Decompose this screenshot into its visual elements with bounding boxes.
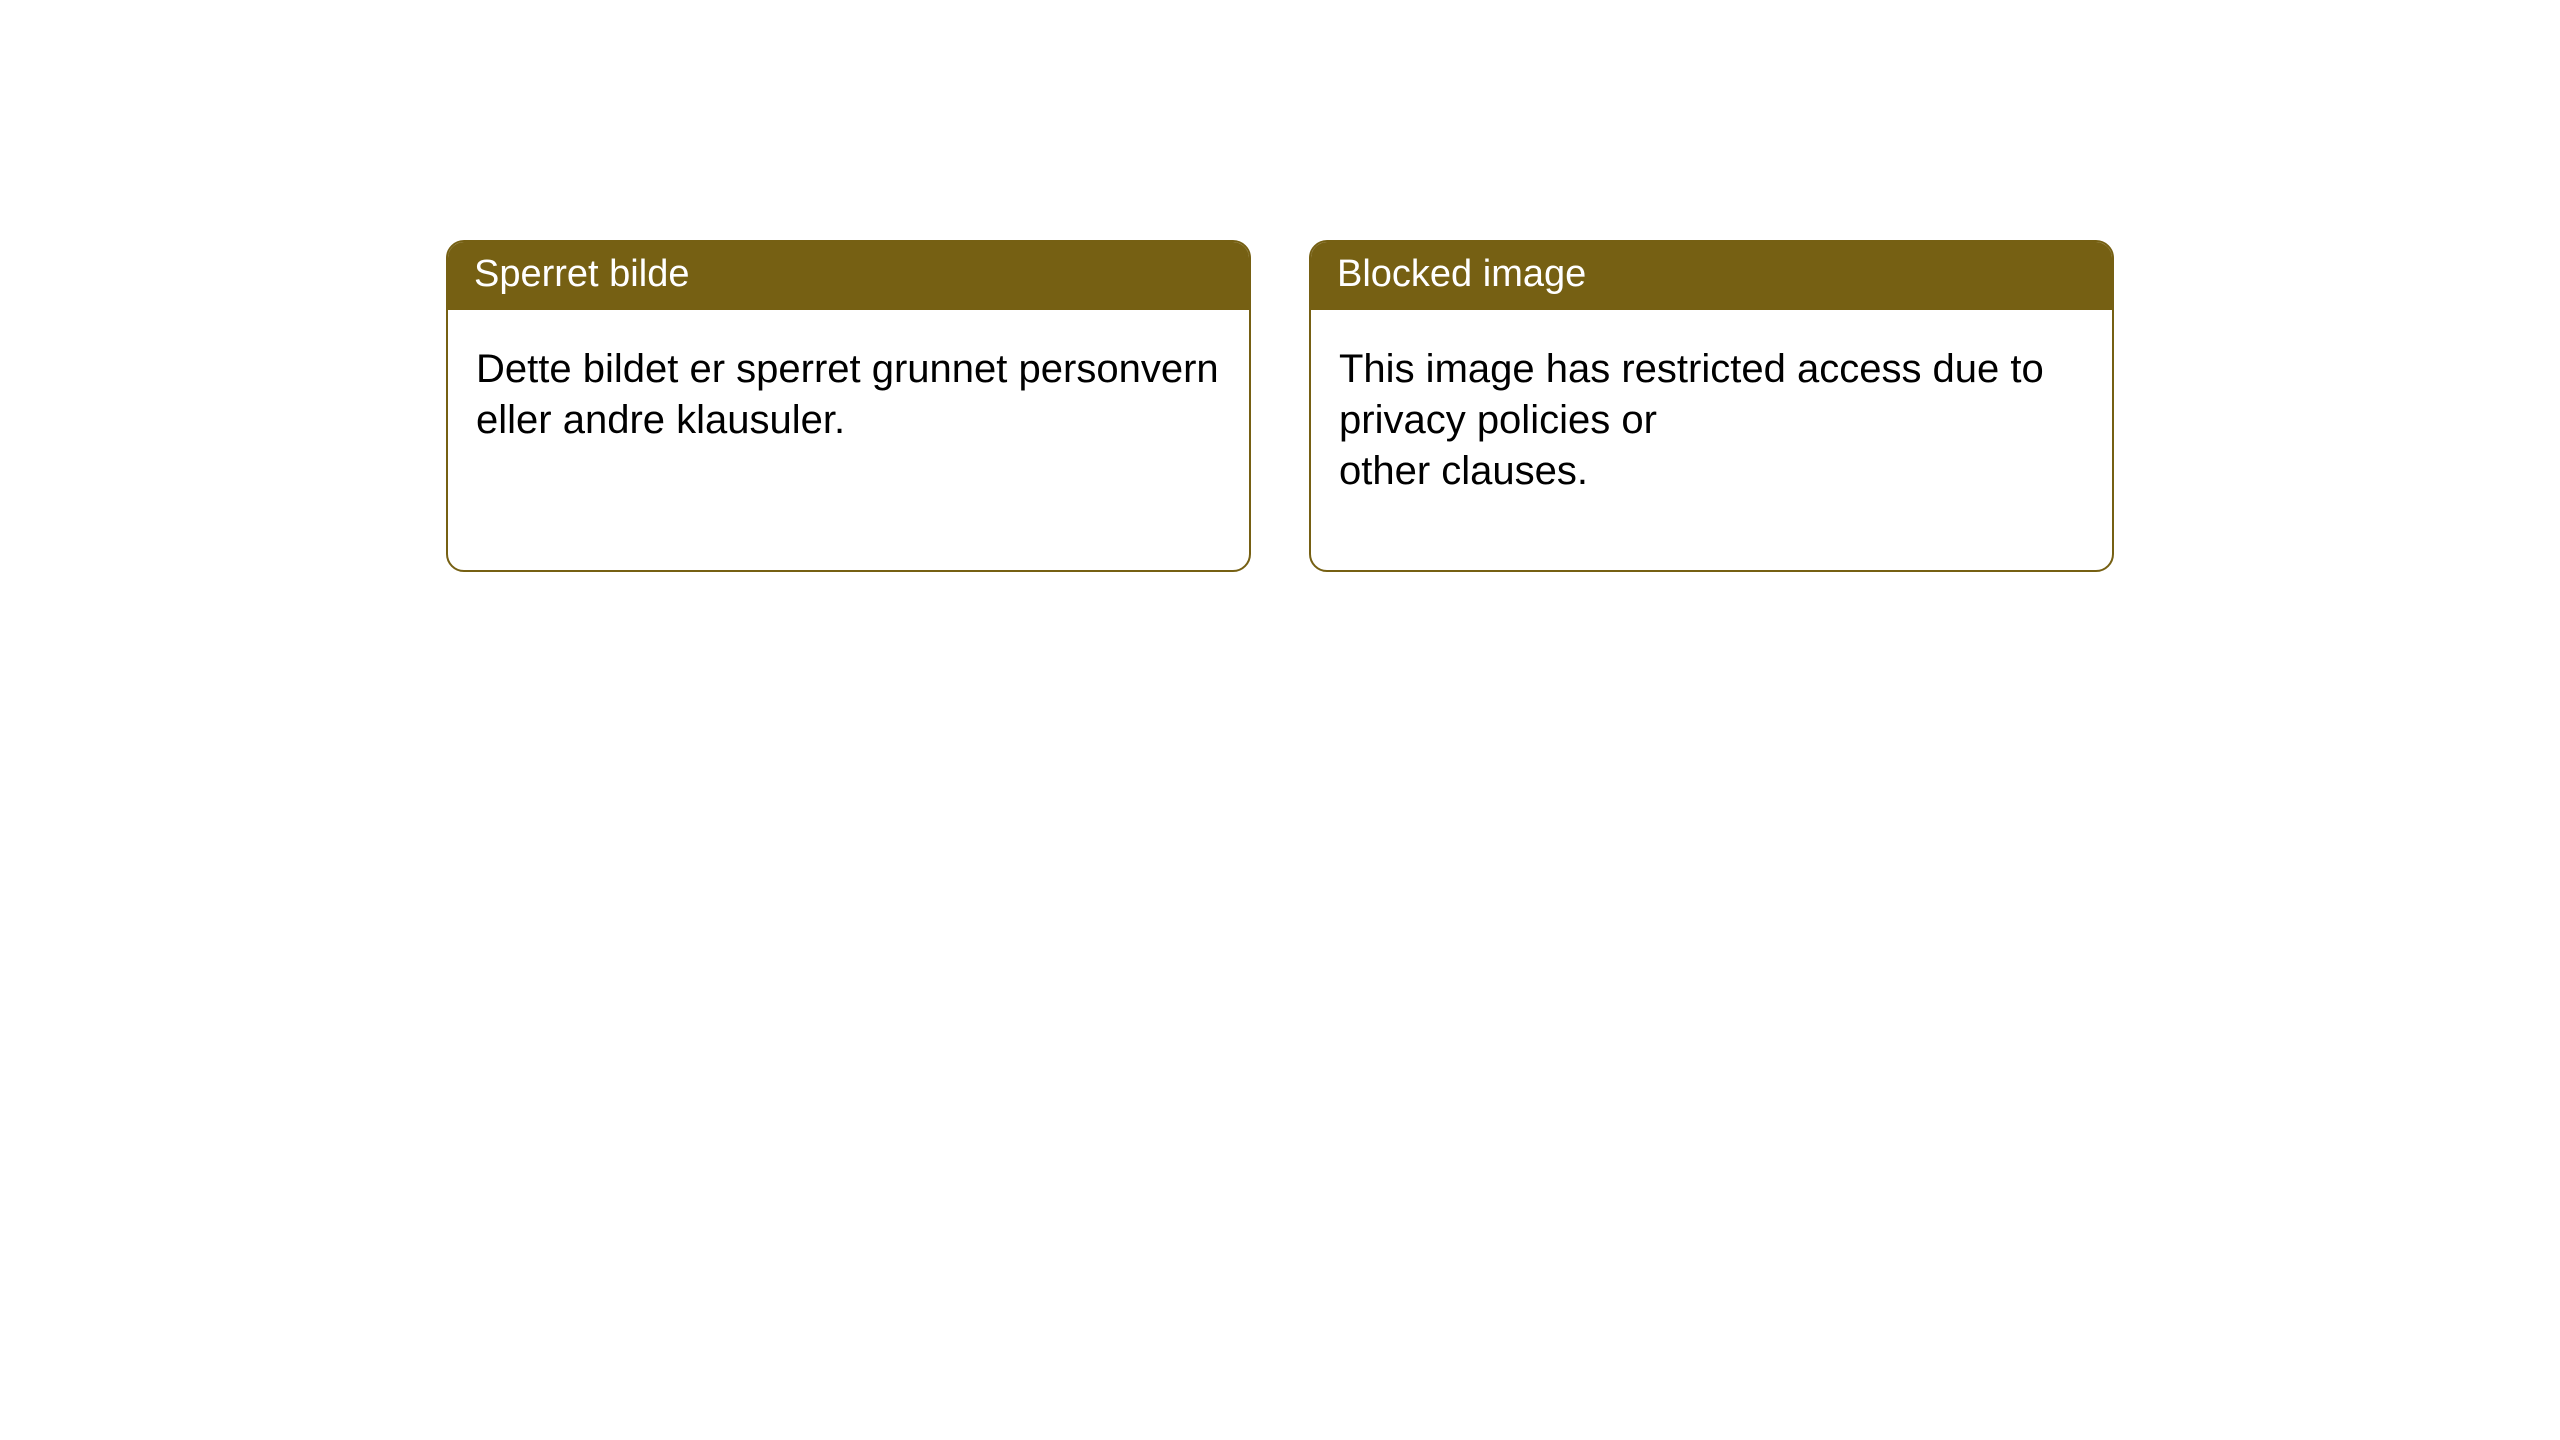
notice-card-english: Blocked image This image has restricted … — [1309, 240, 2114, 572]
notice-card-header: Blocked image — [1311, 242, 2112, 310]
notice-card-norwegian: Sperret bilde Dette bildet er sperret gr… — [446, 240, 1251, 572]
notice-card-header: Sperret bilde — [448, 242, 1249, 310]
notice-card-body: This image has restricted access due to … — [1311, 310, 2112, 518]
notice-cards-container: Sperret bilde Dette bildet er sperret gr… — [446, 240, 2114, 572]
notice-card-body: Dette bildet er sperret grunnet personve… — [448, 310, 1249, 466]
